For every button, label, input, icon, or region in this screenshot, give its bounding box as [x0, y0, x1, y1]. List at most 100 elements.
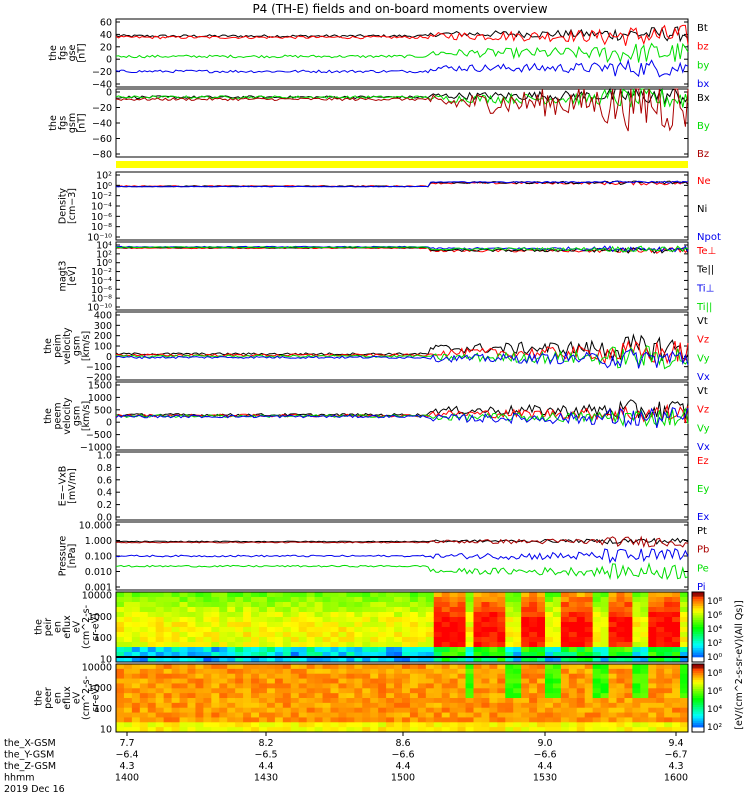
spectrogram-cell	[545, 664, 554, 670]
spectrogram-cell	[274, 698, 284, 704]
spectrogram-cell	[116, 688, 125, 694]
spectrogram-cell	[608, 642, 617, 648]
spectrogram-cell	[433, 678, 443, 684]
spectrogram-cell	[402, 717, 411, 723]
spectrogram-cell	[449, 637, 459, 643]
spectrogram-cell	[537, 642, 546, 648]
spectrogram-cell	[322, 632, 331, 638]
x-tick-label: 1500	[391, 773, 415, 784]
spectrogram-cell	[608, 657, 617, 663]
spectrogram-cell	[608, 647, 617, 653]
spectrogram-cell	[378, 652, 387, 658]
x-tick-label: −6.7	[664, 750, 687, 761]
x-tick-label: 7.7	[119, 738, 134, 749]
spectrogram-cell	[497, 712, 506, 718]
spectrogram-cell	[282, 602, 292, 608]
spectrogram-cell	[425, 607, 435, 613]
spectrogram-cell	[282, 607, 292, 613]
spectrogram-cell	[346, 693, 355, 699]
spectrogram-cell	[179, 727, 188, 733]
spectrogram-cell	[203, 642, 212, 648]
spectrogram-cell	[402, 617, 411, 623]
spectrogram-cell	[560, 722, 570, 728]
data-gap-line	[116, 656, 688, 658]
spectrogram-cell	[155, 632, 165, 638]
spectrogram-cell	[211, 673, 220, 680]
spectrogram-cell	[116, 642, 125, 648]
spectrogram-cell	[552, 722, 562, 728]
spectrogram-cell	[195, 652, 204, 658]
spectrogram-cell	[648, 612, 657, 618]
spectrogram-cell	[449, 668, 459, 675]
spectrogram-cell	[640, 647, 649, 653]
spectrogram-cell	[259, 678, 268, 684]
spectrogram-cell	[123, 702, 133, 709]
spectrogram-cell	[187, 673, 196, 680]
spectrogram-cell	[497, 592, 506, 598]
spectrogram-cell	[664, 602, 673, 608]
spectrogram-cell	[298, 612, 308, 618]
spectrogram-cell	[131, 698, 141, 704]
legend-vy: Vy	[697, 353, 710, 364]
spectrogram-cell	[417, 668, 427, 675]
spectrogram-cell	[171, 647, 181, 653]
spectrogram-cell	[465, 722, 474, 728]
spectrogram-cell	[417, 592, 427, 598]
spectrogram-cell	[219, 717, 228, 723]
spectrogram-cell	[664, 668, 673, 675]
spectrogram-cell	[314, 722, 324, 728]
spectrogram-cell	[314, 693, 324, 699]
spectrogram-cell	[354, 678, 363, 684]
spectrogram-cell	[616, 722, 625, 728]
spectrogram-cell	[481, 607, 490, 613]
spectrogram-cell	[441, 688, 451, 694]
spectrogram-cell	[473, 632, 482, 638]
spectrogram-cell	[282, 642, 292, 648]
y-axis-label: en	[53, 621, 64, 633]
spectrogram-cell	[497, 632, 506, 638]
spectrogram-cell	[433, 647, 443, 653]
spectrogram-cell	[576, 602, 586, 608]
panel-p5: thepeimvelocitygsm[km/s]4003002001000−10…	[43, 311, 710, 384]
spectrogram-cell	[624, 664, 633, 670]
spectrogram-cell	[505, 668, 514, 675]
spectrogram-cell	[402, 607, 411, 613]
spectrogram-cell	[417, 622, 427, 628]
spectrogram-cell	[489, 693, 498, 699]
spectrogram-cell	[505, 688, 514, 694]
spectrogram-cell	[576, 712, 586, 718]
series-pb	[115, 535, 689, 549]
spectrogram-cell	[116, 712, 125, 718]
spectrogram-cell	[656, 673, 665, 680]
spectrogram-cell	[139, 602, 149, 608]
spectrogram-cell	[171, 668, 181, 675]
spectrogram-cell	[179, 657, 188, 663]
colorbar-step	[692, 601, 704, 605]
spectrogram-cell	[648, 597, 657, 603]
spectrogram-cell	[608, 727, 617, 733]
spectrogram-cell	[195, 688, 204, 694]
series-vy	[115, 345, 689, 370]
spectrogram-cell	[251, 727, 260, 733]
colorbar-step	[692, 668, 704, 672]
spectrogram-cell	[251, 652, 260, 658]
spectrogram-cell	[552, 612, 562, 618]
spectrogram-cell	[338, 632, 347, 638]
spectrogram-cell	[187, 592, 196, 598]
spectrogram-cell	[457, 722, 467, 728]
spectrogram-cell	[600, 617, 610, 623]
spectrogram-cell	[409, 627, 419, 633]
spectrogram-cell	[449, 712, 459, 718]
spectrogram-cell	[592, 693, 602, 699]
spectrogram-cell	[211, 647, 220, 653]
spectrogram-cell	[195, 717, 204, 723]
spectrogram-cell	[314, 717, 324, 723]
spectrogram-cell	[219, 693, 228, 699]
spectrogram-cell	[664, 612, 673, 618]
spectrogram-cell	[163, 664, 173, 670]
spectrogram-cell	[171, 717, 181, 723]
spectrogram-cell	[584, 657, 594, 663]
spectrogram-cell	[600, 622, 610, 628]
spectrogram-cell	[465, 727, 474, 733]
spectrogram-cell	[449, 617, 459, 623]
